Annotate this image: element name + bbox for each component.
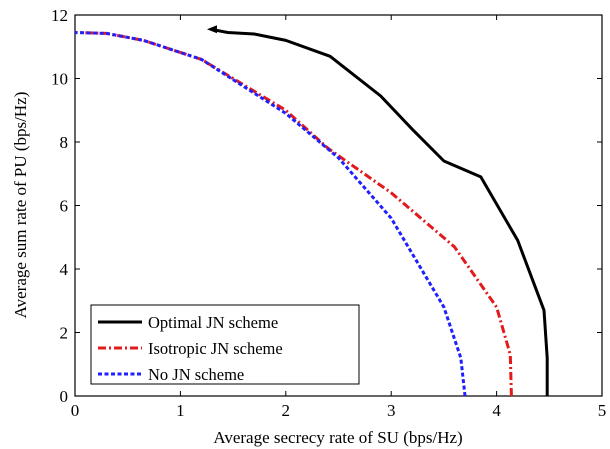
x-tick-label: 1 (176, 401, 185, 420)
y-tick-label: 12 (51, 6, 68, 25)
series-lines (74, 25, 549, 397)
y-tick-label: 10 (51, 70, 68, 89)
x-tick-label: 0 (71, 401, 80, 420)
x-tick-label: 3 (387, 401, 396, 420)
y-tick-label: 0 (60, 387, 69, 406)
y-tick-label: 8 (60, 133, 69, 152)
x-tick-label: 4 (492, 401, 501, 420)
legend-label-1: Isotropic JN scheme (148, 339, 283, 358)
series-line-0 (210, 27, 549, 396)
legend: Optimal JN scheme Isotropic JN scheme No J… (90, 304, 360, 385)
x-tick-label: 2 (282, 401, 291, 420)
y-axis-label: Average sum rate of PU (bps/Hz) (11, 92, 30, 319)
x-tick-label: 5 (598, 401, 607, 420)
legend-label-0: Optimal JN scheme (148, 313, 278, 332)
y-tick-label: 6 (60, 197, 69, 216)
y-tick-label: 4 (60, 260, 69, 279)
curve-arrow-head (206, 25, 217, 34)
legend-label-2: No JN scheme (148, 365, 244, 384)
series-line-2 (74, 31, 467, 397)
y-tick-label: 2 (60, 324, 69, 343)
x-axis-label: Average secrecy rate of SU (bps/Hz) (213, 428, 462, 447)
legend-box (90, 304, 360, 385)
